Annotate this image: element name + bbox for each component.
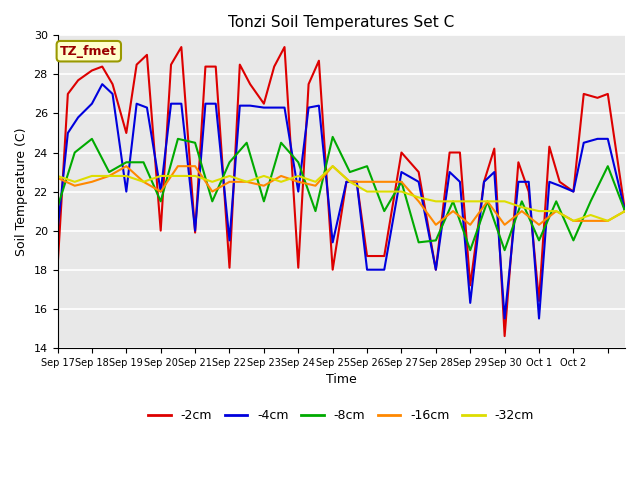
Y-axis label: Soil Temperature (C): Soil Temperature (C): [15, 127, 28, 256]
Legend: -2cm, -4cm, -8cm, -16cm, -32cm: -2cm, -4cm, -8cm, -16cm, -32cm: [143, 404, 540, 427]
Text: TZ_fmet: TZ_fmet: [60, 45, 117, 58]
Title: Tonzi Soil Temperatures Set C: Tonzi Soil Temperatures Set C: [228, 15, 454, 30]
X-axis label: Time: Time: [326, 373, 356, 386]
